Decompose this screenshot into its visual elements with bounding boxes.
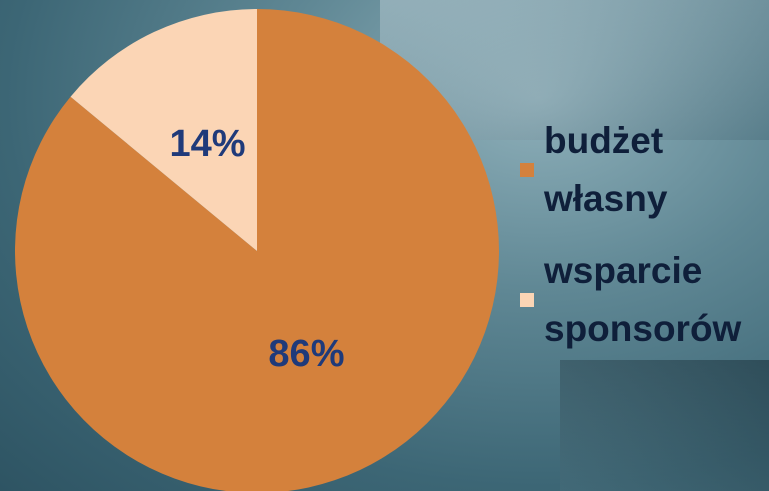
legend-marker bbox=[520, 293, 534, 307]
pie-slice bbox=[15, 9, 499, 491]
legend-marker bbox=[520, 163, 534, 177]
legend-label: wsparcie sponsorów bbox=[544, 250, 742, 349]
legend-item: budżet własny bbox=[520, 112, 769, 228]
value-label: 14% bbox=[170, 123, 246, 165]
legend: budżet własny wsparcie sponsorów bbox=[520, 112, 769, 372]
background-shape bbox=[560, 360, 769, 491]
legend-item: wsparcie sponsorów bbox=[520, 242, 769, 358]
legend-label: budżet własny bbox=[544, 120, 668, 219]
pie-slice bbox=[70, 9, 257, 251]
value-label: 86% bbox=[268, 333, 344, 375]
